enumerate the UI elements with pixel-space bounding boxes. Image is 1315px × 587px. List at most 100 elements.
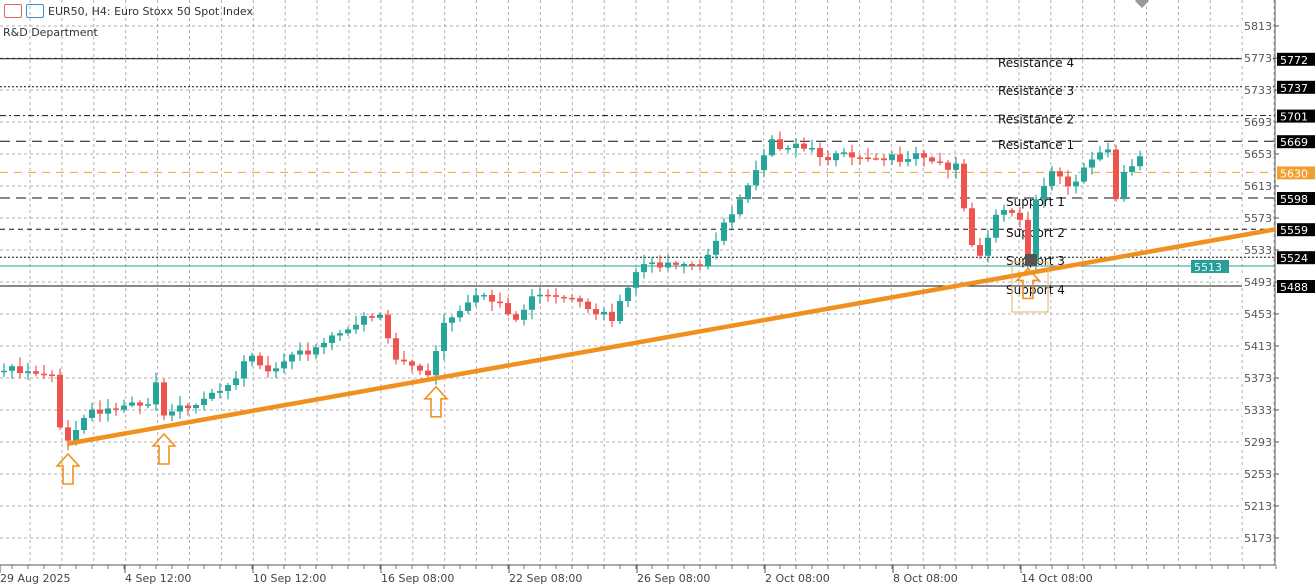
marker-square bbox=[1025, 254, 1037, 266]
candle bbox=[793, 138, 799, 157]
candle bbox=[609, 303, 615, 328]
y-tick-label-bg bbox=[1242, 180, 1273, 192]
candle-body bbox=[873, 158, 879, 160]
candle-body bbox=[521, 309, 527, 320]
candle bbox=[481, 292, 487, 300]
candle-body bbox=[1025, 219, 1031, 263]
y-tick-label: 5653 bbox=[1244, 148, 1272, 161]
candle-body bbox=[1, 370, 7, 373]
candle bbox=[385, 309, 391, 344]
x-tick-label: 10 Sep 12:00 bbox=[253, 572, 326, 585]
candle-body bbox=[257, 355, 263, 366]
candle-body bbox=[81, 417, 87, 431]
candle bbox=[121, 399, 127, 413]
y-tick-label: 5573 bbox=[1244, 212, 1272, 225]
candle-body bbox=[473, 295, 479, 303]
candle-body bbox=[793, 143, 799, 149]
y-tick-label-bg bbox=[1242, 340, 1273, 352]
candle bbox=[185, 403, 191, 416]
current-price-tag: 5630 bbox=[1280, 167, 1308, 180]
candle bbox=[217, 383, 223, 399]
candle bbox=[265, 355, 271, 378]
symbol-title: EUR50, H4: Euro Stoxx 50 Spot Index bbox=[48, 4, 254, 18]
candle bbox=[553, 288, 559, 304]
candle-body bbox=[657, 262, 663, 268]
list-icon[interactable] bbox=[4, 4, 22, 18]
candle-body bbox=[641, 264, 647, 273]
candle-body bbox=[137, 402, 143, 406]
candle-body bbox=[9, 366, 15, 371]
candle-body bbox=[809, 148, 815, 150]
candle bbox=[873, 153, 879, 161]
y-tick-label-bg bbox=[1242, 500, 1273, 512]
candle-body bbox=[33, 371, 39, 374]
candle-body bbox=[433, 351, 439, 376]
candle-body bbox=[217, 391, 223, 393]
x-tick-label: 2 Oct 08:00 bbox=[765, 572, 830, 585]
y-tick-label-bg bbox=[1242, 244, 1273, 256]
level-price-tag: 5559 bbox=[1280, 224, 1308, 237]
x-tick-label: 22 Sep 08:00 bbox=[509, 572, 582, 585]
candle-body bbox=[177, 405, 183, 412]
candle bbox=[177, 396, 183, 419]
chart-mode-icon[interactable] bbox=[26, 4, 44, 18]
candle bbox=[33, 365, 39, 377]
candle-body bbox=[361, 316, 367, 325]
candle-body bbox=[465, 302, 471, 311]
candle bbox=[497, 292, 503, 308]
candle-body bbox=[705, 254, 711, 267]
candle-body bbox=[1001, 210, 1007, 215]
candle-body bbox=[513, 314, 519, 320]
candle-body bbox=[905, 159, 911, 162]
candle-body bbox=[337, 333, 343, 336]
x-tick-label: 26 Sep 08:00 bbox=[637, 572, 710, 585]
y-tick-label-bg bbox=[1242, 84, 1273, 96]
candle-body bbox=[265, 365, 271, 372]
candle-body bbox=[497, 301, 503, 304]
candle bbox=[1121, 165, 1127, 202]
candle bbox=[889, 151, 895, 165]
candle-body bbox=[777, 139, 783, 150]
candle bbox=[897, 146, 903, 167]
candle bbox=[1017, 207, 1023, 228]
candle bbox=[569, 294, 575, 302]
candle bbox=[1073, 174, 1079, 194]
candle bbox=[361, 312, 367, 332]
candle-body bbox=[41, 373, 47, 376]
candle bbox=[17, 357, 23, 379]
y-tick-label-bg bbox=[1242, 276, 1273, 288]
candle-body bbox=[529, 296, 535, 310]
y-tick-label-bg bbox=[1242, 148, 1273, 160]
candle bbox=[753, 160, 759, 191]
candle-body bbox=[1073, 181, 1079, 187]
candle-body bbox=[153, 382, 159, 405]
candle-body bbox=[385, 314, 391, 339]
candle-body bbox=[1065, 176, 1071, 187]
candle-body bbox=[857, 157, 863, 159]
candle bbox=[833, 150, 839, 167]
candle bbox=[665, 254, 671, 272]
candle bbox=[281, 353, 287, 374]
candle bbox=[105, 399, 111, 422]
y-tick-label: 5173 bbox=[1244, 532, 1272, 545]
level-price-tag: 5772 bbox=[1280, 54, 1308, 67]
candle bbox=[729, 206, 735, 229]
candle-body bbox=[249, 355, 255, 362]
candle-body bbox=[57, 374, 63, 428]
candle-body bbox=[665, 262, 671, 268]
candle-body bbox=[1057, 171, 1063, 177]
candle bbox=[161, 378, 167, 421]
candle-body bbox=[193, 404, 199, 409]
candle-body bbox=[505, 303, 511, 315]
candle bbox=[353, 315, 359, 334]
candle-body bbox=[865, 157, 871, 160]
candle bbox=[345, 326, 351, 336]
level-price-tag: 5488 bbox=[1280, 281, 1308, 294]
diamond-icon bbox=[1135, 0, 1149, 8]
candle bbox=[977, 237, 983, 260]
candle bbox=[633, 267, 639, 296]
level-price-tag: 5669 bbox=[1280, 136, 1308, 149]
candle-body bbox=[633, 272, 639, 288]
level-price-tag-bg bbox=[1277, 223, 1315, 237]
